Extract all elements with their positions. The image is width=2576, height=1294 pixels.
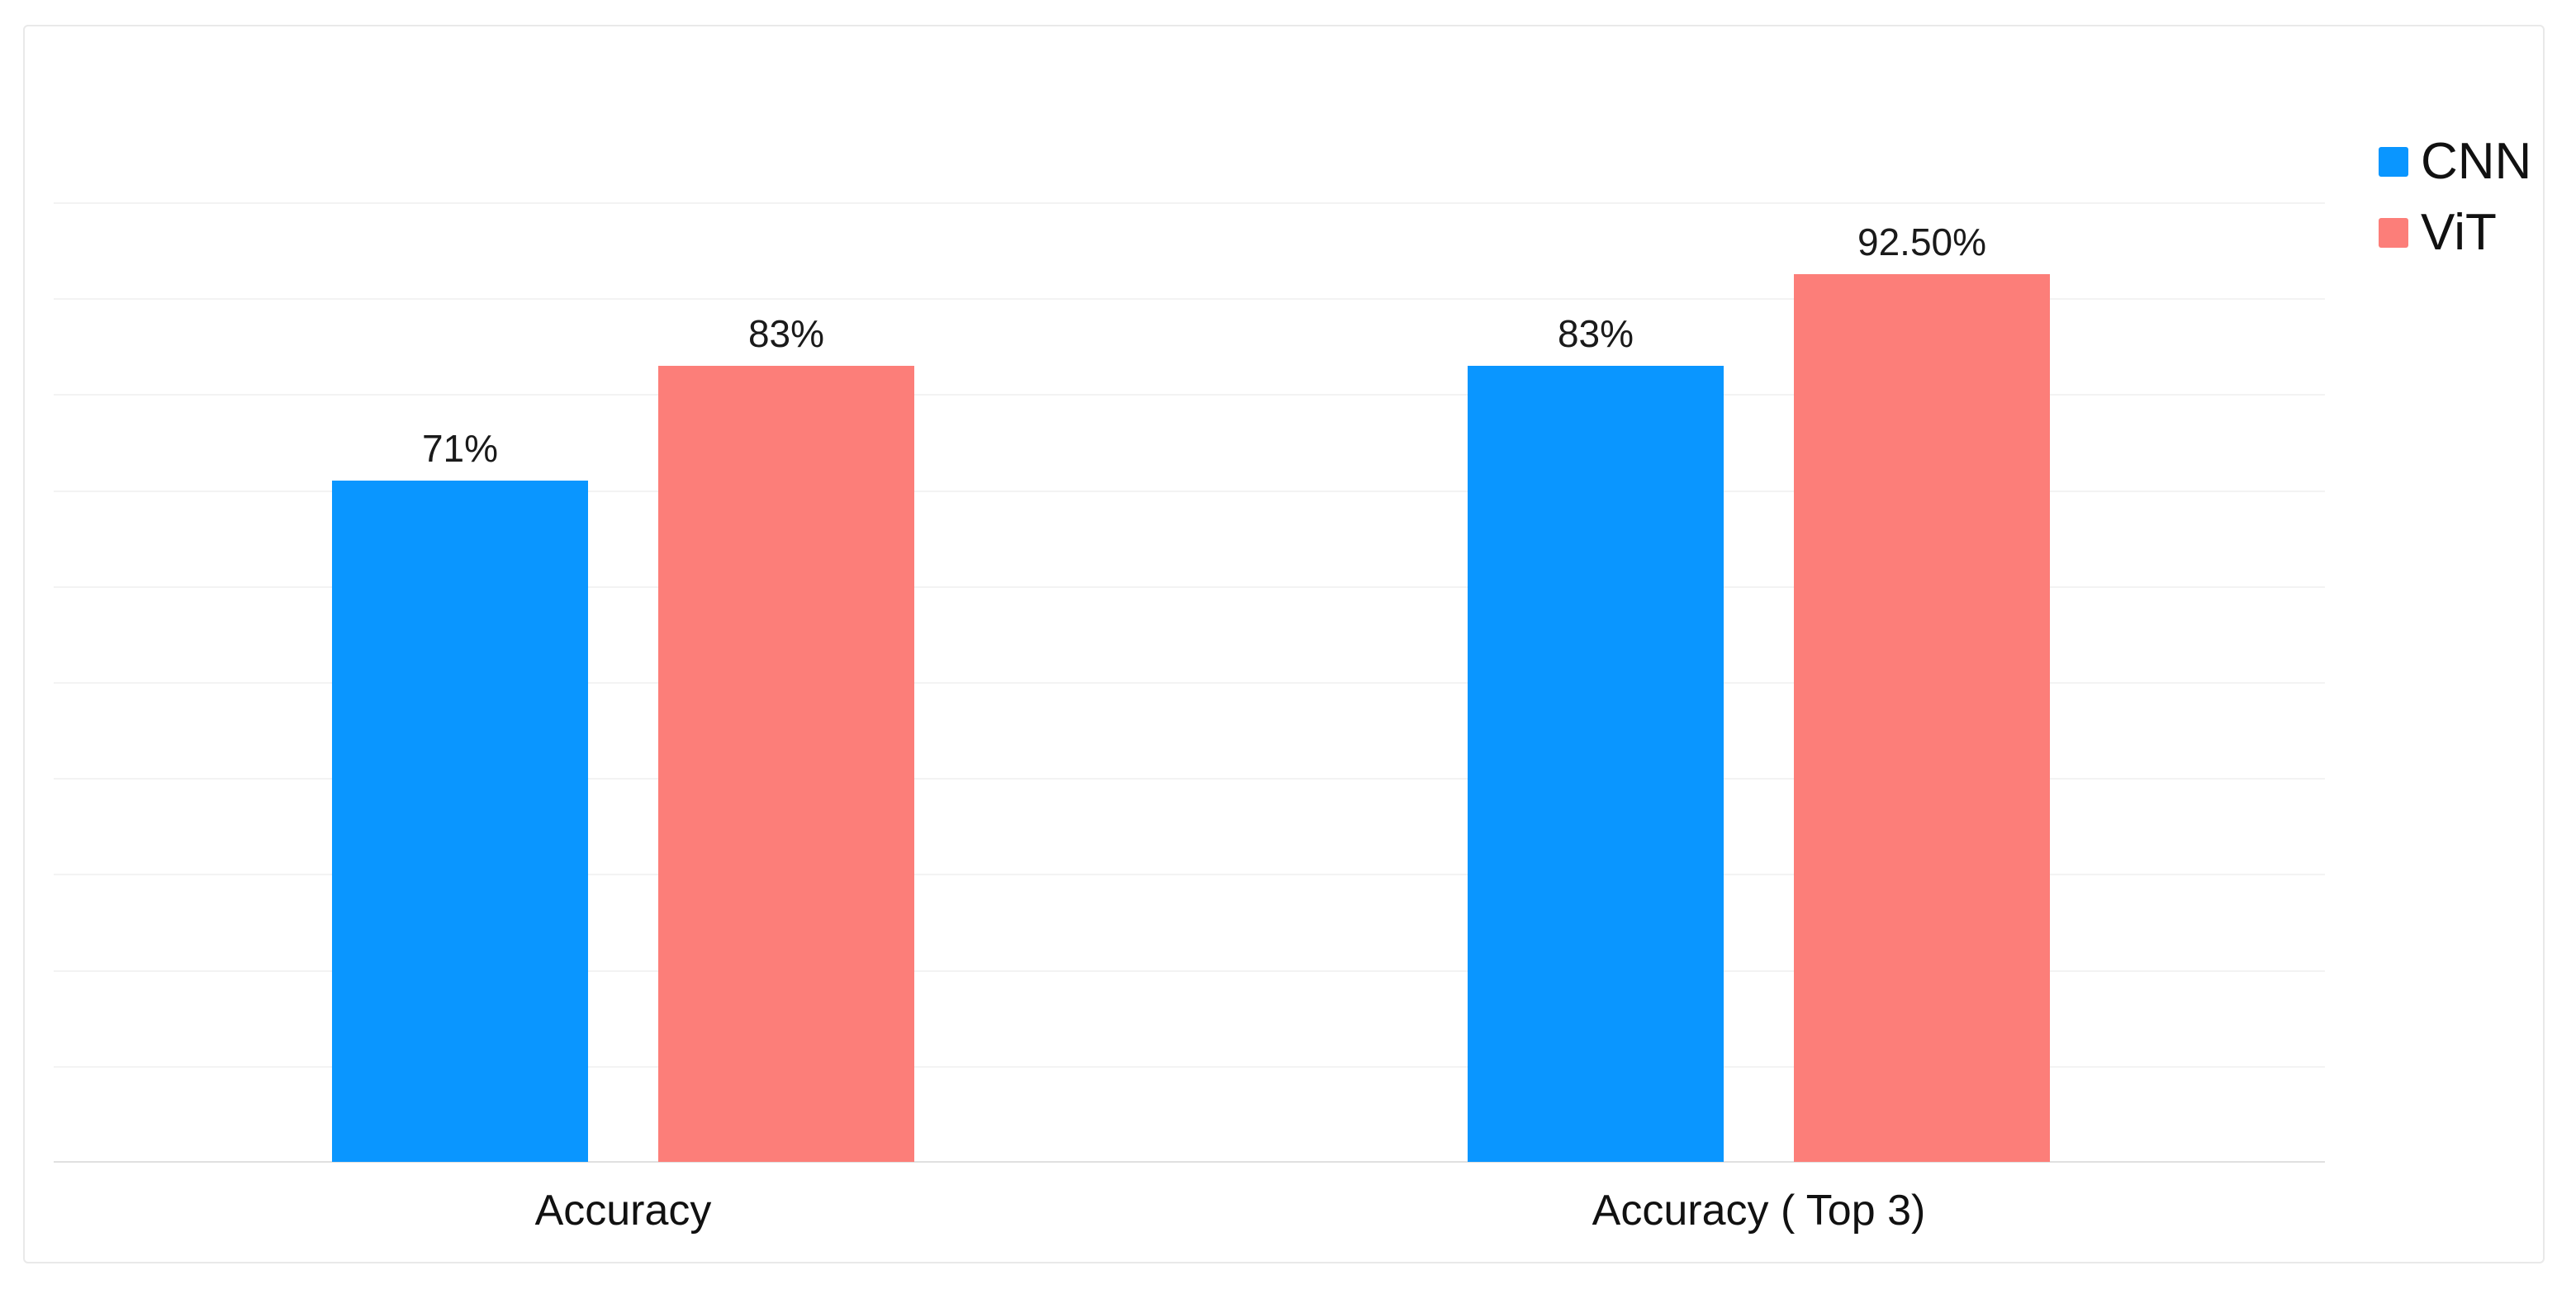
- category-label-2: Accuracy ( Top 3): [1592, 1187, 1926, 1235]
- legend-label-cnn: CNN: [2421, 133, 2532, 190]
- chart-legend: CNN ViT: [2379, 133, 2532, 262]
- legend-item-cnn: CNN: [2379, 133, 2532, 190]
- bar-value-label: 71%: [421, 426, 499, 470]
- bar-cnn-1: 71%: [332, 429, 588, 1162]
- gridline-30: [54, 874, 2325, 876]
- cnn-color-swatch-icon: [2379, 147, 2408, 178]
- gridline-100: [54, 202, 2325, 204]
- gridline-80: [54, 394, 2325, 396]
- legend-item-vit: ViT: [2379, 204, 2531, 262]
- gridline-60: [54, 585, 2325, 588]
- bar-cnn-2: 83%: [1468, 315, 1724, 1162]
- gridline-90: [54, 298, 2325, 301]
- bar-value-label: 83%: [747, 311, 825, 355]
- gridline-10: [54, 1065, 2325, 1068]
- gridline-40: [54, 778, 2325, 780]
- gridline-70: [54, 490, 2325, 492]
- bar-group-2: 83% 92.50%: [1468, 223, 2050, 1162]
- legend-label-vit: ViT: [2421, 204, 2497, 262]
- bar-value-label: 92.50%: [1857, 220, 1987, 264]
- bar-group-1: 71% 83%: [332, 315, 914, 1162]
- bar-vit-1: 83%: [658, 315, 914, 1162]
- bar-value-label: 83%: [1557, 311, 1634, 355]
- chart-card: 71% 83% 83% 92.50% CNN ViT Accuracy Accuracy…: [23, 25, 2545, 1263]
- vit-color-swatch-icon: [2379, 218, 2408, 249]
- gridline-50: [54, 682, 2325, 684]
- category-label-1: Accuracy: [534, 1187, 712, 1235]
- x-axis-baseline: [54, 1161, 2325, 1163]
- gridline-20: [54, 969, 2325, 972]
- plot-area: 71% 83% 83% 92.50%: [54, 202, 2325, 1163]
- bar-vit-2: 92.50%: [1794, 223, 2050, 1162]
